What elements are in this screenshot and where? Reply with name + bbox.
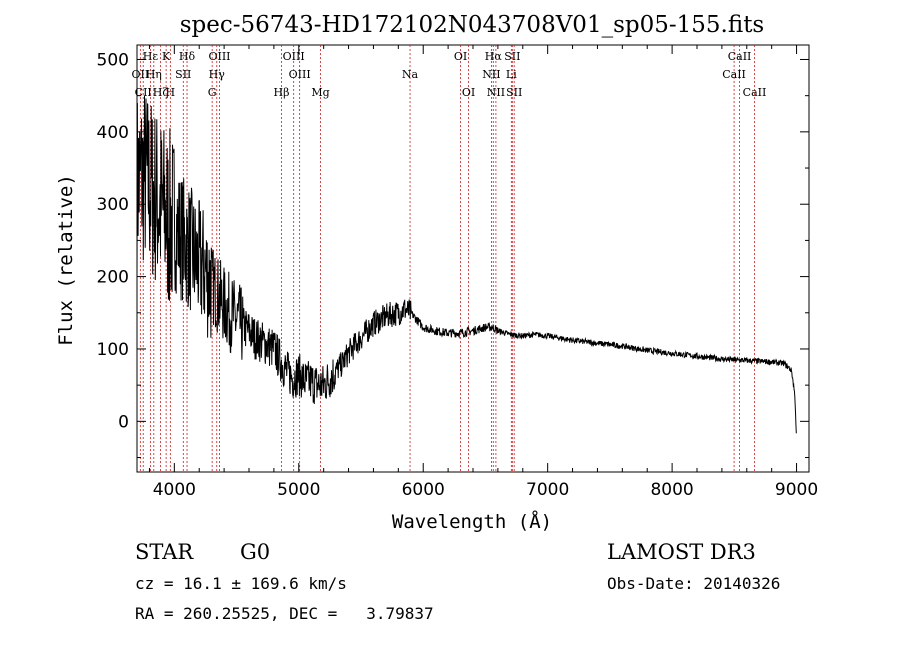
- coordinates: RA = 260.25525, DEC = 3.79837: [135, 604, 434, 623]
- emission-line-label: Hβ: [274, 86, 290, 99]
- emission-line-label: SII: [506, 86, 522, 99]
- y-tick-label: 500: [97, 50, 129, 70]
- axis-ticks: 4000 5000 6000 7000 8000 9000 0 100 200 300 400 500: [97, 45, 818, 500]
- chart-title: spec-56743-HD172102N043708V01_sp05-155.f…: [180, 12, 765, 38]
- emission-line-label: Hγ: [209, 68, 226, 81]
- crowded-line-label: Hε: [143, 50, 159, 63]
- emission-line-label: OI: [454, 50, 467, 63]
- absorption-line-label: CaII: [722, 68, 746, 81]
- object-subclass: G0: [240, 540, 271, 564]
- spectrum-chart: spec-56743-HD172102N043708V01_sp05-155.f…: [55, 12, 818, 533]
- absorption-line-label: G: [208, 86, 217, 99]
- redshift-text: cz = 16.1 ± 169.6 km/s: [135, 574, 347, 593]
- crowded-line-label: SII: [175, 68, 191, 81]
- absorption-line-label: Mg: [311, 86, 329, 99]
- object-class: STAR: [135, 540, 194, 564]
- absorption-line-label: H: [166, 86, 176, 99]
- crowded-line-label: Hζ: [153, 86, 169, 99]
- survey-name: LAMOST DR3: [607, 540, 756, 564]
- emission-line-label: Hδ: [179, 50, 196, 63]
- x-axis-label: Wavelength (Å): [392, 510, 552, 533]
- x-tick-label: 9000: [775, 480, 818, 500]
- x-tick-label: 5000: [277, 480, 320, 500]
- absorption-line-label: Na: [402, 68, 419, 81]
- y-tick-label: 100: [97, 340, 129, 360]
- emission-line-label: NII: [487, 86, 505, 99]
- crowded-line-label: CII: [135, 86, 152, 99]
- x-tick-label: 6000: [402, 480, 445, 500]
- emission-line-label: Hα: [485, 50, 503, 63]
- y-tick-label: 400: [97, 123, 129, 143]
- plot-frame: [136, 44, 810, 473]
- crowded-line-label: OII: [132, 68, 150, 81]
- x-tick-label: 7000: [526, 480, 569, 500]
- emission-line-label: OIII: [289, 68, 311, 81]
- emission-line-label: OIII: [283, 50, 305, 63]
- y-tick-label: 300: [97, 195, 129, 215]
- spectral-line-markers: [139, 45, 755, 472]
- crowded-line-label: Hη: [146, 68, 162, 81]
- spectrum-line: [136, 95, 797, 434]
- emission-line-label: OI: [462, 86, 475, 99]
- y-tick-label: 0: [118, 412, 129, 432]
- emission-line-label: NII: [482, 68, 500, 81]
- absorption-line-label: CaII: [728, 50, 752, 63]
- obs-date: Obs-Date: 20140326: [607, 574, 781, 593]
- x-tick-label: 8000: [650, 480, 693, 500]
- emission-line-label: Li: [506, 68, 517, 81]
- absorption-line-label: CaII: [743, 86, 767, 99]
- absorption-line-label: K: [162, 50, 171, 63]
- y-tick-label: 200: [97, 268, 129, 288]
- y-axis-label: Flux (relative): [55, 174, 77, 346]
- x-tick-label: 4000: [153, 480, 196, 500]
- emission-line-label: SII: [504, 50, 520, 63]
- emission-line-label: OIII: [208, 50, 230, 63]
